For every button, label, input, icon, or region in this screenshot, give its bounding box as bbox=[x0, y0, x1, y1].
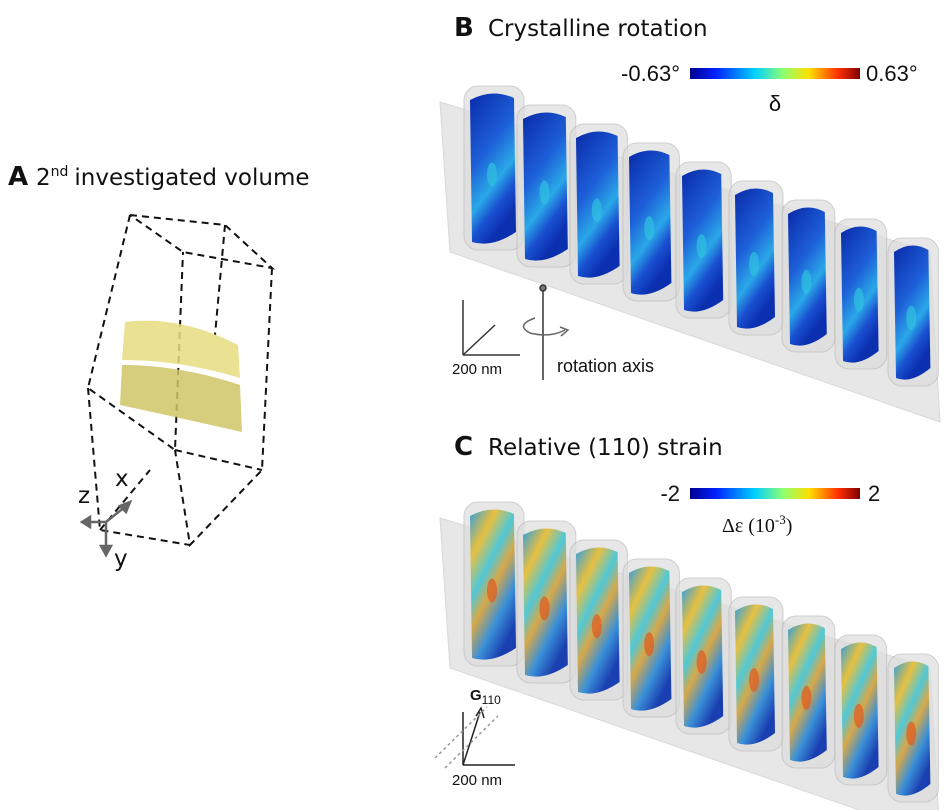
scale-label: 200 nm bbox=[452, 361, 502, 378]
panel-title: 2nd investigated volume bbox=[36, 164, 310, 191]
scale-label: 200 nm bbox=[452, 772, 502, 789]
colorbar-min: -2 bbox=[660, 481, 680, 506]
colorbar-label: δ bbox=[769, 91, 781, 116]
slice-stack bbox=[439, 501, 939, 810]
label-base: Δε (10 bbox=[722, 515, 775, 537]
slice-spot bbox=[749, 252, 759, 276]
slice-spot bbox=[801, 685, 812, 710]
colorbar-min: -0.63° bbox=[621, 61, 680, 86]
panel-letter: A bbox=[8, 162, 28, 192]
axis-label: y bbox=[114, 546, 128, 572]
panel-letter: C bbox=[454, 432, 473, 462]
slice-spot bbox=[539, 180, 550, 205]
scale-axes bbox=[462, 284, 570, 380]
slice-spot bbox=[696, 650, 707, 675]
axis-label: x bbox=[115, 466, 129, 492]
slice-spot bbox=[696, 234, 707, 259]
title-number: 2 bbox=[36, 165, 51, 191]
slice-stack bbox=[439, 85, 941, 423]
label-exponent: -3 bbox=[775, 512, 786, 527]
colorbar-max: 2 bbox=[868, 481, 880, 506]
colorbar bbox=[690, 68, 860, 79]
slice-spot bbox=[644, 216, 655, 241]
slice-spot bbox=[906, 305, 917, 330]
title-superscript: nd bbox=[51, 164, 69, 180]
colorbar bbox=[690, 488, 860, 499]
panel-title: Crystalline rotation bbox=[488, 16, 708, 42]
panel-title: Relative (110) strain bbox=[488, 435, 723, 461]
colorbar-label: Δε (10-3) bbox=[722, 512, 792, 537]
axis-label: z bbox=[78, 483, 90, 509]
slice-spot bbox=[801, 269, 812, 294]
slice-spot bbox=[749, 668, 759, 692]
slice-spot bbox=[487, 162, 497, 187]
slice-spot bbox=[539, 596, 550, 621]
vector-axes bbox=[434, 706, 515, 769]
panel-letter: B bbox=[454, 13, 474, 43]
slice-spot bbox=[644, 632, 655, 657]
vector-symbol: G bbox=[470, 687, 482, 704]
slice-spot bbox=[853, 703, 864, 728]
label-end: ) bbox=[786, 515, 793, 537]
volume-box bbox=[86, 214, 276, 548]
investigated-slices bbox=[120, 320, 242, 432]
slice-spot bbox=[591, 614, 602, 639]
slice-spot bbox=[853, 287, 864, 312]
vector-subscript: 110 bbox=[482, 693, 501, 707]
slice-spot bbox=[487, 578, 497, 603]
title-text: investigated volume bbox=[74, 165, 309, 191]
vector-label: G110 bbox=[470, 687, 501, 707]
axes-arrows bbox=[79, 499, 133, 558]
axis-label: rotation axis bbox=[557, 356, 654, 376]
colorbar-max: 0.63° bbox=[866, 61, 918, 86]
slice-spot bbox=[906, 721, 917, 746]
slice-spot bbox=[591, 198, 602, 223]
